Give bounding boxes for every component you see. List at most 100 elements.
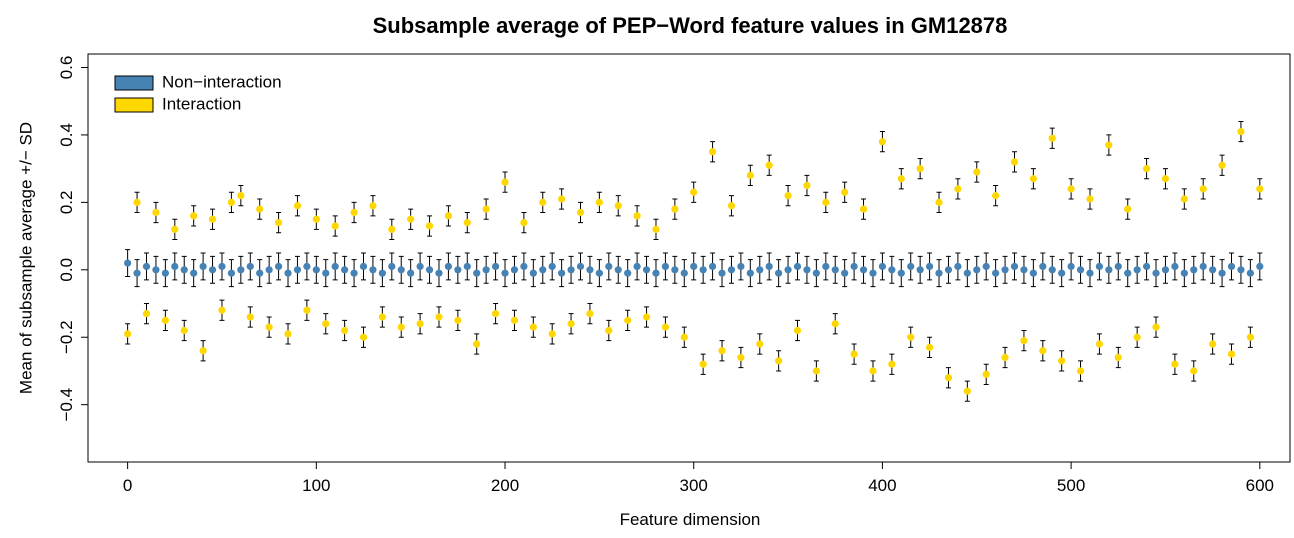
point	[529, 323, 537, 331]
point	[152, 208, 160, 217]
point	[1029, 175, 1037, 183]
x-tick-label: 100	[302, 476, 330, 495]
point	[690, 262, 698, 271]
point	[727, 266, 736, 274]
point	[133, 198, 141, 206]
point	[350, 208, 358, 217]
point	[1086, 195, 1094, 203]
point	[548, 262, 556, 271]
point	[1142, 165, 1151, 173]
point	[1076, 367, 1085, 375]
point	[1199, 185, 1207, 193]
point	[1010, 158, 1019, 166]
x-tick-label: 400	[868, 476, 896, 495]
point	[1152, 269, 1160, 277]
point	[227, 269, 236, 277]
point	[331, 262, 339, 271]
point	[1067, 185, 1075, 193]
point	[1124, 205, 1132, 213]
point	[680, 333, 688, 341]
point	[586, 266, 594, 274]
point	[1237, 127, 1245, 136]
point	[124, 330, 132, 338]
point	[888, 360, 896, 368]
point	[1161, 175, 1170, 183]
point	[199, 262, 207, 271]
point	[1218, 269, 1226, 277]
point	[482, 205, 490, 213]
point	[331, 222, 339, 230]
point	[803, 181, 811, 190]
point	[416, 320, 424, 328]
point	[944, 266, 953, 274]
point	[1010, 262, 1019, 271]
point	[237, 266, 245, 274]
legend-swatch	[114, 75, 154, 91]
point	[274, 218, 283, 227]
point	[1020, 266, 1028, 274]
point	[982, 370, 990, 378]
point	[756, 266, 764, 274]
point	[1256, 185, 1264, 193]
point	[576, 208, 585, 217]
point	[1161, 266, 1170, 274]
point	[1190, 367, 1198, 375]
point	[548, 330, 556, 338]
y-tick-label: 0.4	[57, 123, 76, 147]
point	[359, 262, 368, 271]
point	[1180, 269, 1188, 277]
point	[671, 205, 679, 213]
point	[1039, 262, 1047, 271]
point	[793, 262, 802, 271]
point	[473, 340, 481, 348]
point	[671, 266, 679, 274]
point	[1039, 347, 1047, 355]
point	[425, 266, 434, 274]
point	[841, 269, 849, 277]
point	[1105, 266, 1113, 274]
point	[869, 367, 877, 375]
point	[1114, 353, 1122, 362]
point	[992, 269, 1000, 277]
point	[1133, 266, 1141, 274]
x-tick-label: 0	[123, 476, 132, 495]
point	[1029, 269, 1037, 277]
point	[869, 269, 877, 277]
point	[935, 269, 943, 277]
point	[1001, 353, 1009, 362]
point	[237, 192, 245, 200]
point	[699, 360, 707, 368]
chart-title: Subsample average of PEP−Word feature va…	[373, 13, 1008, 38]
point	[595, 269, 603, 277]
point	[633, 262, 641, 271]
point	[831, 266, 839, 274]
point	[142, 310, 151, 318]
point	[718, 269, 726, 277]
point	[274, 262, 283, 271]
point	[341, 326, 349, 335]
point	[614, 266, 622, 274]
point	[208, 266, 217, 274]
point	[510, 316, 519, 324]
point	[454, 316, 462, 324]
point	[661, 262, 670, 271]
point	[944, 374, 953, 382]
point	[293, 266, 302, 274]
point	[303, 306, 311, 314]
point	[812, 367, 820, 375]
y-axis-label: Mean of subsample average +/− SD	[16, 122, 35, 394]
point	[661, 323, 670, 331]
point	[1048, 134, 1056, 142]
point	[1171, 262, 1179, 271]
point	[982, 262, 990, 271]
point	[954, 262, 962, 271]
point	[1095, 262, 1104, 271]
point	[963, 387, 971, 395]
point	[1190, 266, 1198, 274]
point	[954, 185, 962, 193]
point	[567, 320, 575, 328]
point	[444, 212, 453, 220]
point	[558, 195, 566, 203]
y-tick-label: 0.0	[57, 258, 76, 282]
point	[491, 310, 500, 318]
